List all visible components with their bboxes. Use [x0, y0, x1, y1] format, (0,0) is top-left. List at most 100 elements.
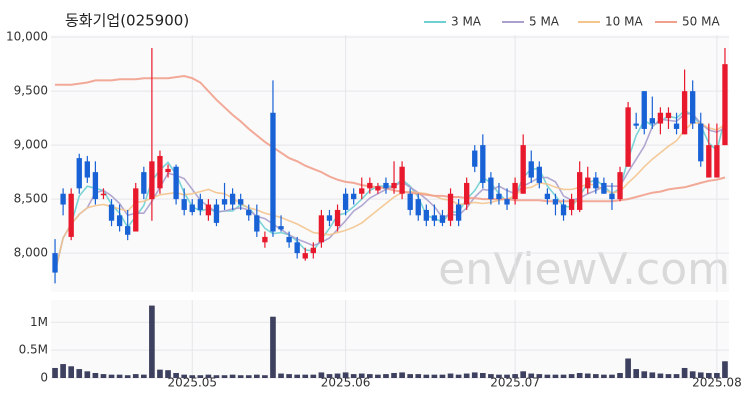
- volume-bar: [124, 375, 131, 378]
- volume-bar: [576, 372, 583, 378]
- volume-bar: [617, 372, 623, 378]
- candle-body: [673, 123, 680, 129]
- volume-bar: [149, 305, 155, 378]
- candle-body: [560, 204, 567, 216]
- candle-body: [351, 193, 357, 200]
- x-tick-label: 2025.07: [490, 376, 540, 390]
- candle-body: [76, 158, 82, 189]
- candle-body: [480, 145, 486, 183]
- candle-body: [657, 112, 664, 124]
- volume-bar: [326, 374, 333, 378]
- volume-bar: [108, 374, 115, 378]
- legend-label: 3 MA: [451, 15, 482, 29]
- volume-bar: [140, 374, 147, 378]
- y2-tick-label: 0: [40, 371, 48, 385]
- volume-bar: [92, 372, 99, 378]
- volume-bar: [657, 373, 664, 378]
- volume-bar: [504, 374, 510, 378]
- volume-bar: [237, 375, 244, 378]
- volume-bar: [479, 372, 486, 378]
- volume-bar: [229, 374, 236, 378]
- candle-body: [278, 226, 284, 230]
- candle-body: [141, 172, 147, 194]
- candle-body: [391, 182, 397, 189]
- volume-bar: [342, 372, 349, 378]
- volume-bar: [181, 374, 188, 378]
- ma-line: [54, 121, 726, 273]
- volume-bar: [52, 367, 58, 378]
- candle-body: [286, 236, 292, 243]
- candle-body: [415, 199, 421, 216]
- candle-body: [585, 177, 591, 189]
- volume-bar: [520, 371, 527, 378]
- volume-bar: [391, 372, 397, 378]
- candle-body: [262, 236, 268, 243]
- volume-bar: [197, 375, 204, 378]
- volume-bar: [649, 372, 656, 378]
- volume-bar: [560, 374, 567, 378]
- volume-bar: [407, 374, 414, 378]
- volume-bar: [173, 372, 179, 378]
- volume-bar: [399, 372, 405, 378]
- volume-bar: [496, 374, 502, 378]
- candle-body: [108, 204, 115, 221]
- volume-bar: [471, 372, 478, 378]
- candle-body: [504, 199, 510, 205]
- candle-body: [189, 204, 195, 213]
- volume-bar: [512, 374, 518, 378]
- candle-body: [270, 112, 276, 232]
- volume-bar: [673, 374, 680, 378]
- x-tick-label: 2025.08: [692, 376, 742, 390]
- x-tick-label: 2025.05: [167, 376, 217, 390]
- candle-body: [472, 150, 478, 167]
- candle-body: [496, 193, 502, 200]
- volume-bar: [568, 374, 575, 378]
- legend-label: 10 MA: [605, 15, 643, 29]
- candle-body: [609, 193, 615, 200]
- candle-body: [593, 177, 599, 189]
- volume-bar: [245, 375, 252, 378]
- candle-body: [625, 107, 631, 167]
- chart-title: 동화기업(025900): [65, 12, 189, 30]
- candle-body: [52, 253, 58, 273]
- candle-body: [165, 168, 171, 173]
- candle-body: [221, 199, 228, 205]
- volume-bar: [84, 371, 91, 378]
- y-tick-label: 8,500: [14, 192, 48, 206]
- volume-bar: [431, 374, 438, 378]
- volume-bar: [722, 361, 728, 378]
- ma-line: [55, 74, 726, 203]
- candle-body: [157, 155, 163, 189]
- volume-bar: [375, 374, 381, 378]
- candle-body: [92, 172, 99, 200]
- candle-body: [439, 215, 446, 223]
- volume-bar: [205, 374, 212, 378]
- candle-body: [310, 247, 316, 254]
- volume-bar: [189, 375, 196, 378]
- candle-body: [375, 186, 381, 191]
- candle-body: [173, 166, 179, 200]
- candle-body: [690, 91, 696, 124]
- y-tick-label: 9,000: [14, 138, 48, 152]
- candle-body: [205, 204, 212, 216]
- candle-body: [326, 215, 333, 221]
- volume-bar: [633, 369, 640, 378]
- candle-body: [229, 193, 236, 205]
- candle-body: [552, 199, 559, 205]
- volume-bar: [350, 374, 357, 378]
- volume-bar: [132, 374, 139, 378]
- volume-bar: [415, 374, 422, 378]
- volume-bar: [262, 375, 268, 378]
- candle-body: [359, 188, 365, 194]
- candle-body: [383, 182, 389, 189]
- candle-body: [520, 145, 526, 194]
- candle-body: [238, 199, 244, 205]
- candle-body: [665, 112, 672, 119]
- volume-bar: [68, 366, 75, 378]
- candle-body: [577, 172, 583, 210]
- volume-bar: [447, 373, 454, 378]
- candle-body: [318, 215, 325, 243]
- candle-body: [60, 193, 66, 205]
- candle-body: [294, 242, 300, 254]
- volume-bar: [714, 372, 720, 378]
